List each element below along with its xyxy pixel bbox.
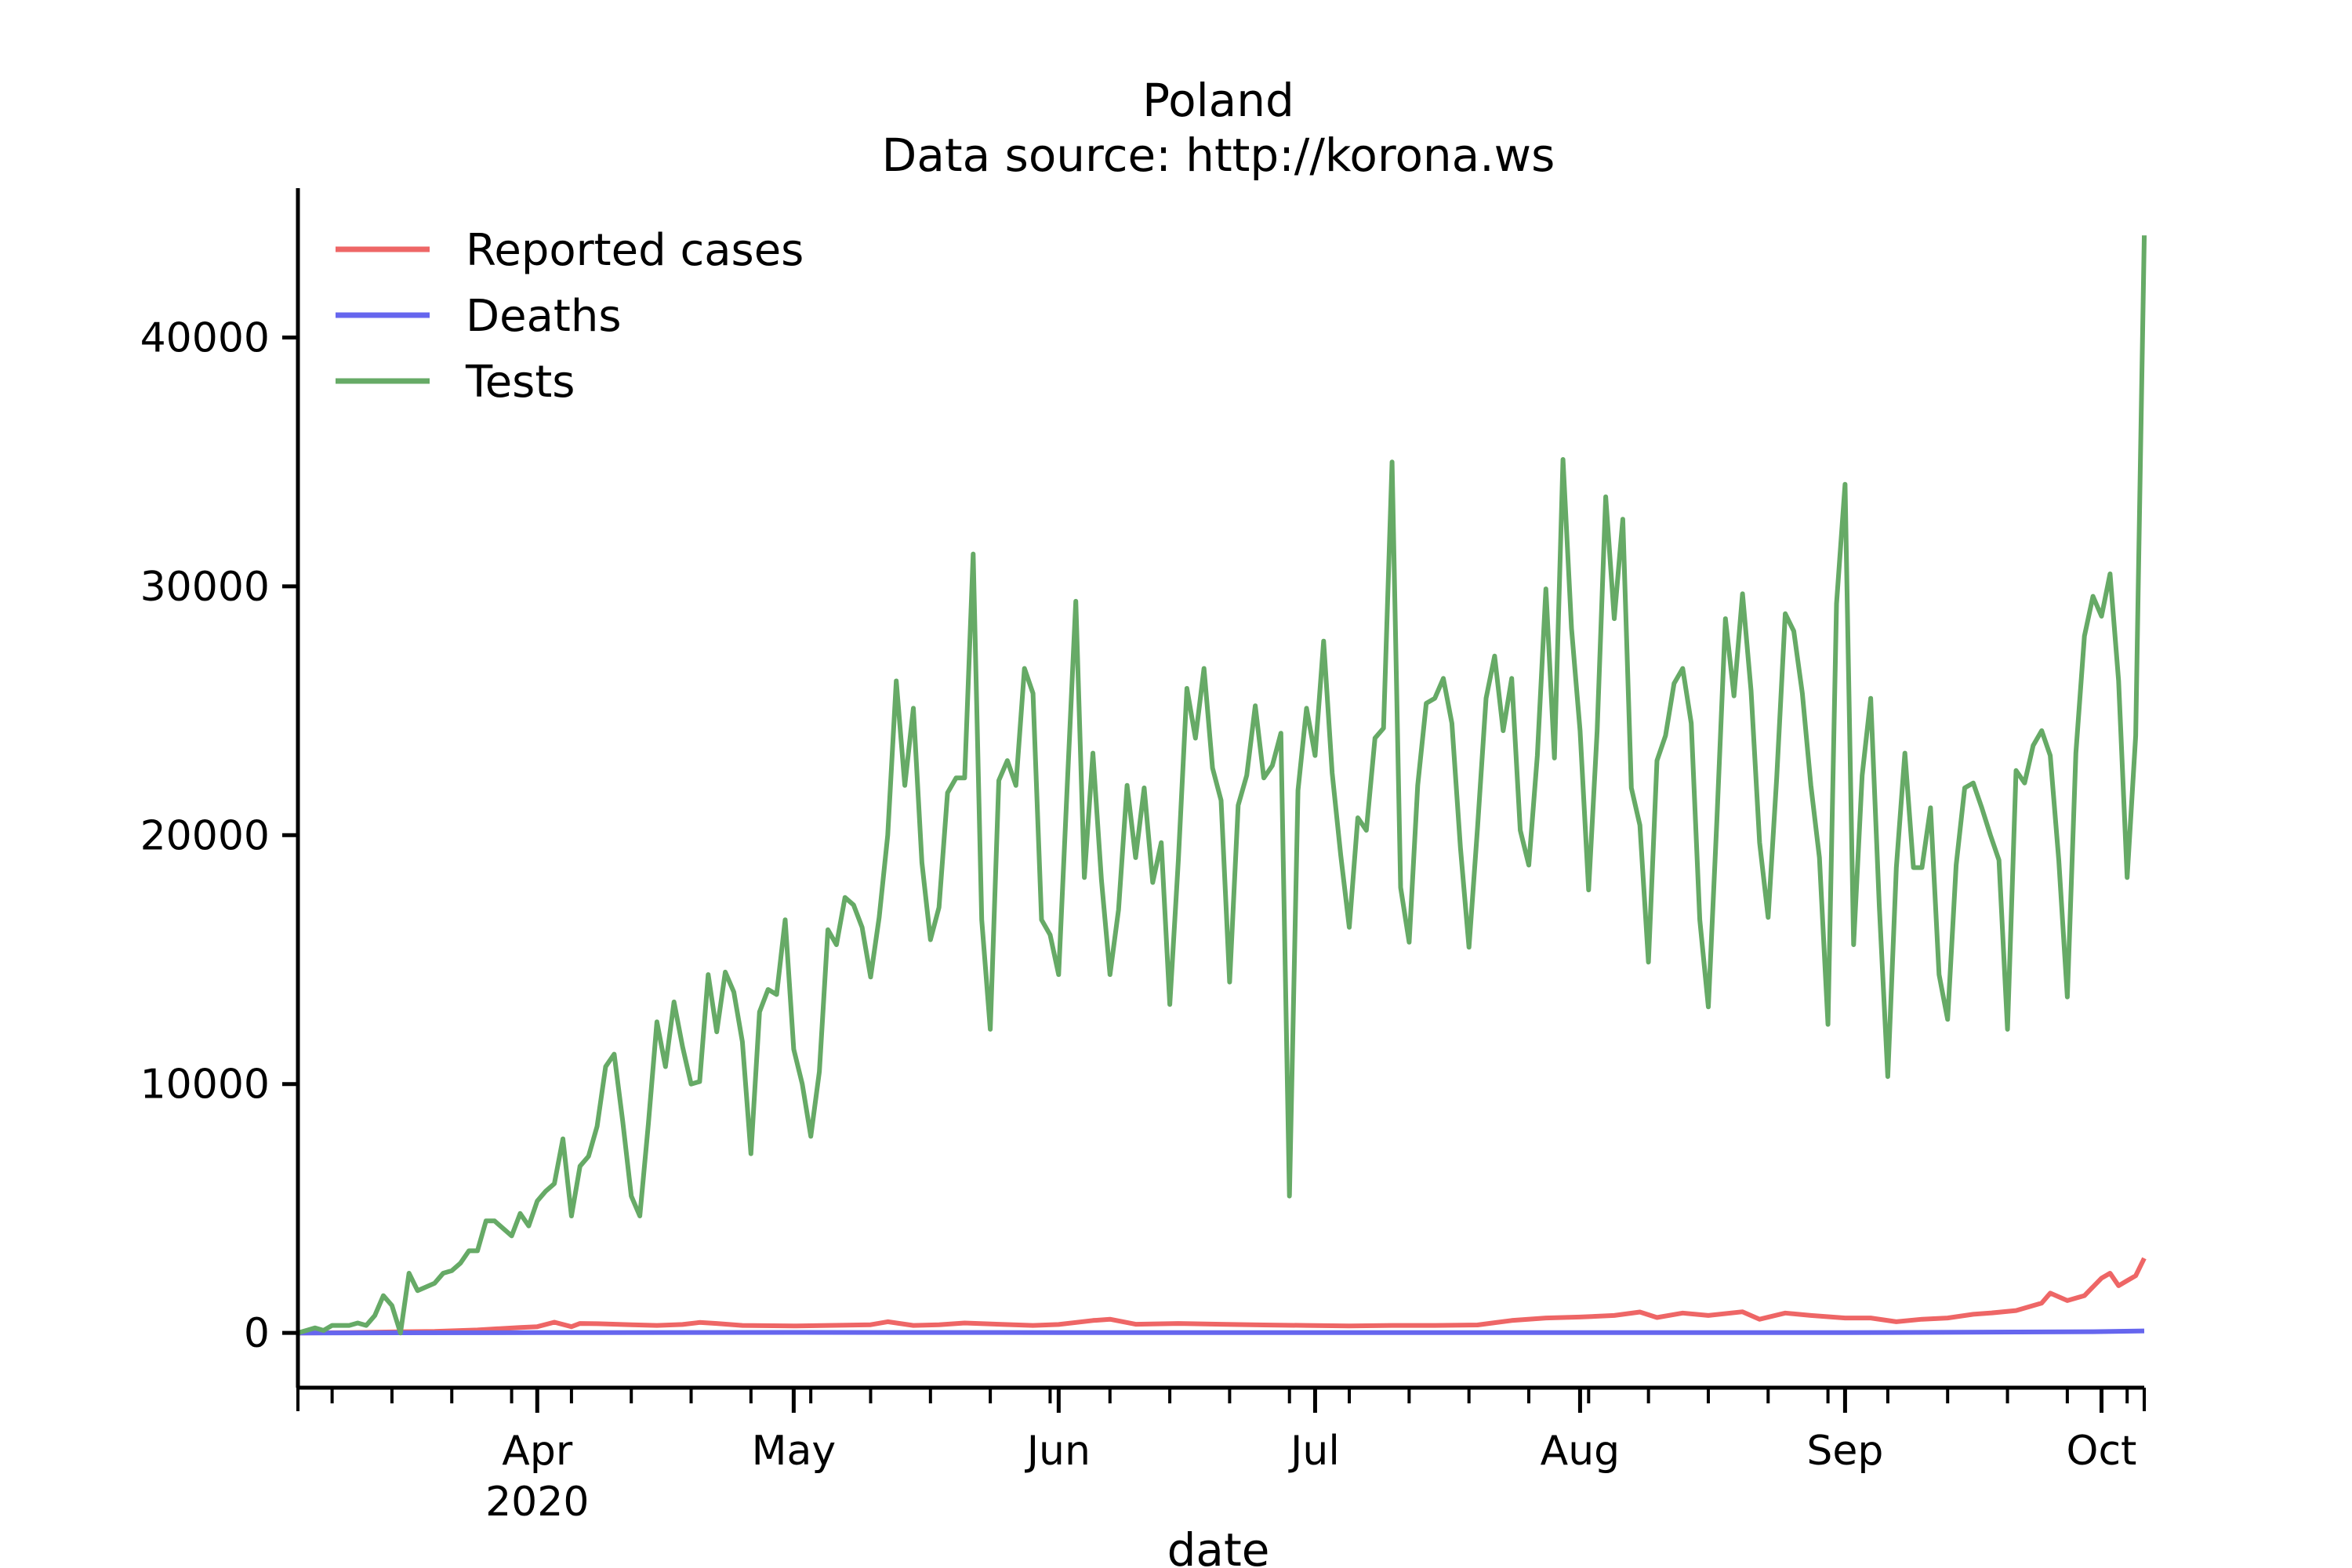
series-line-2	[297, 235, 2147, 1336]
y-tick-label: 20000	[140, 812, 270, 859]
x-tick-label: Oct	[2067, 1428, 2137, 1475]
legend-label: Deaths	[466, 291, 622, 342]
x-tick-label: Aug	[1541, 1428, 1621, 1475]
y-tick-label: 30000	[140, 564, 270, 611]
x-tick-label: Sep	[1806, 1428, 1883, 1475]
legend-label: Tests	[465, 357, 575, 408]
y-tick-label: 40000	[140, 314, 270, 361]
x-tick-sublabel: 2020	[485, 1479, 589, 1526]
chart-subtitle: Data source: http://korona.ws	[882, 129, 1555, 182]
x-tick-label: May	[752, 1428, 837, 1475]
series-line-0	[297, 1257, 2147, 1336]
x-axis-title: date	[1167, 1523, 1270, 1568]
y-ticks: 0 10000 20000 30000 40000	[140, 314, 298, 1357]
y-tick-label: 0	[244, 1310, 270, 1357]
x-tick-label: Jun	[1025, 1428, 1091, 1475]
legend: Reported cases Deaths Tests	[336, 225, 804, 408]
series-line-1	[297, 1328, 2145, 1336]
y-tick-label: 10000	[140, 1062, 270, 1109]
legend-label: Reported cases	[466, 225, 804, 276]
x-tick-label: Jul	[1288, 1428, 1340, 1475]
chart-title: Poland	[1142, 74, 1294, 127]
x-tick-label: Apr	[502, 1428, 573, 1475]
plot-lines	[297, 235, 2147, 1336]
